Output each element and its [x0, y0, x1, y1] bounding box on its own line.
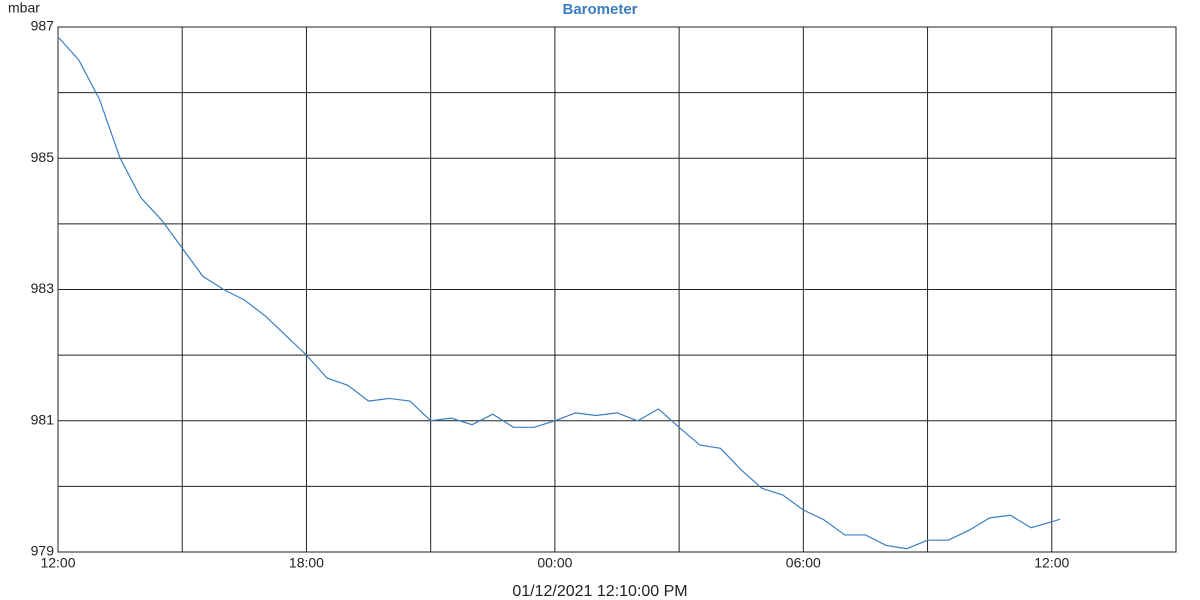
x-tick-label: 18:00 — [289, 555, 324, 571]
y-tick-label: 981 — [31, 411, 55, 427]
x-tick-label: 12:00 — [1034, 555, 1069, 571]
footer: 01/12/2021 12:10:00 PM — [512, 583, 687, 600]
chart-title: Barometer — [562, 1, 637, 18]
y-tick-label: 985 — [31, 149, 55, 165]
x-tick-label: 06:00 — [786, 555, 821, 571]
y-tick-label: 983 — [31, 280, 55, 296]
y-axis-label: mbar — [8, 0, 40, 16]
x-tick-label: 00:00 — [537, 555, 572, 571]
y-tick-label: 979 — [31, 543, 55, 559]
y-tick-label: 987 — [31, 18, 55, 34]
data-line — [57, 36, 1061, 550]
x-tick-label: 12:00 — [40, 555, 75, 571]
